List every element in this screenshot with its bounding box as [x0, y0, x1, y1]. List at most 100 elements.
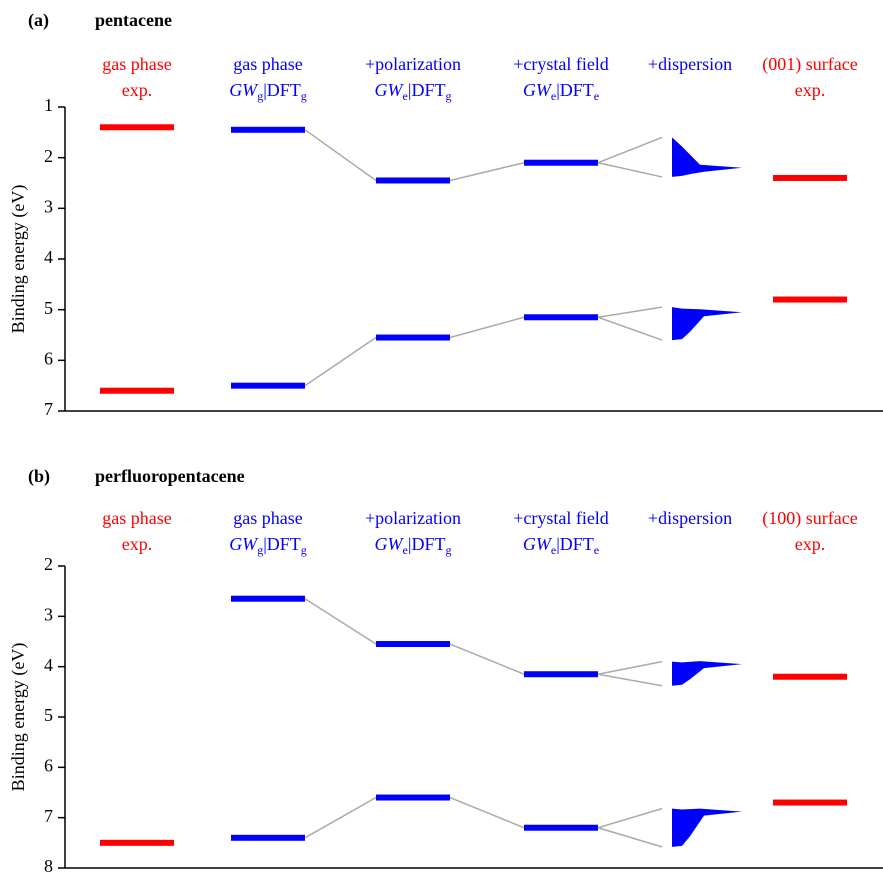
level-bar — [231, 595, 305, 602]
y-tick-label: 5 — [44, 298, 53, 318]
header-text: gas phase — [102, 54, 171, 74]
level-bar — [524, 671, 598, 678]
header-text: (100) surface — [762, 508, 857, 529]
column-header: gas phase — [102, 54, 171, 74]
header-text: e — [551, 89, 556, 103]
level-bar — [524, 824, 598, 831]
panel-title: perfluoropentacene — [95, 466, 245, 486]
header-text: |DFT — [408, 534, 446, 554]
level-bar — [231, 126, 305, 133]
header-text: e — [594, 89, 599, 103]
y-tick-label: 2 — [44, 146, 53, 166]
header-text: +dispersion — [648, 54, 732, 74]
dispersion-band — [672, 307, 742, 341]
level-bar — [231, 382, 305, 389]
connector — [449, 316, 525, 339]
header-text: gas phase — [233, 508, 302, 528]
y-tick-label: 4 — [44, 655, 53, 675]
level-bar — [376, 641, 450, 648]
column-header: GWg|DFTg — [229, 534, 307, 557]
connector — [304, 336, 377, 387]
header-text: (001) surface — [762, 54, 857, 75]
header-text: g — [257, 89, 263, 103]
level-bar — [524, 314, 598, 321]
column-header: +polarization — [365, 54, 461, 74]
header-text: GW — [375, 534, 405, 554]
column-header: +crystal field — [513, 54, 609, 74]
header-text: |DFT — [556, 534, 594, 554]
level-bar — [231, 834, 305, 841]
header-text: e — [403, 543, 408, 557]
level-bar — [773, 799, 847, 806]
header-text: GW — [375, 80, 405, 100]
header-text: g — [445, 89, 451, 103]
connector — [597, 136, 663, 164]
header-text: g — [445, 543, 451, 557]
column-header: gas phase — [233, 54, 302, 74]
header-text: |DFT — [263, 534, 301, 554]
header-text: exp. — [122, 534, 153, 554]
level-bar — [376, 334, 450, 341]
column-header: GWe|DFTg — [375, 80, 452, 103]
panel-title: pentacene — [95, 10, 172, 30]
y-tick-label: 3 — [44, 196, 53, 216]
column-header: +dispersion — [648, 54, 732, 74]
dispersion-band — [672, 808, 742, 847]
header-text: g — [301, 89, 307, 103]
header-text: +crystal field — [513, 508, 609, 528]
y-tick-label: 1 — [44, 95, 53, 115]
header-text: g — [257, 543, 263, 557]
header-text: e — [403, 89, 408, 103]
level-bar — [100, 124, 174, 131]
connector — [597, 162, 663, 178]
level-bar — [773, 296, 847, 303]
header-text: |DFT — [556, 80, 594, 100]
header-text: +polarization — [365, 54, 461, 74]
y-tick-label: 7 — [44, 806, 53, 826]
y-axis-label: Binding energy (eV) — [8, 643, 29, 792]
column-header: +dispersion — [648, 508, 732, 528]
y-tick-label: 5 — [44, 705, 53, 725]
connector — [449, 162, 525, 182]
header-text: g — [301, 543, 307, 557]
connector — [304, 129, 377, 182]
y-tick-label: 4 — [44, 247, 53, 267]
column-header: exp. — [795, 534, 826, 554]
header-text: |DFT — [408, 80, 446, 100]
connector — [449, 643, 525, 675]
column-header: GWg|DFTg — [229, 80, 307, 103]
header-text: e — [551, 543, 556, 557]
header-text: exp. — [122, 80, 153, 100]
column-header: GWe|DFTe — [523, 80, 599, 103]
column-header: gas phase — [233, 508, 302, 528]
header-text: GW — [523, 534, 553, 554]
header-text: +crystal field — [513, 54, 609, 74]
dispersion-band — [672, 137, 742, 177]
header-text: |DFT — [263, 80, 301, 100]
column-header: gas phase — [102, 508, 171, 528]
header-text: gas phase — [233, 54, 302, 74]
connector — [449, 796, 525, 829]
column-header: (001) surface — [762, 54, 857, 75]
connector — [597, 660, 663, 675]
column-header: GWe|DFTg — [375, 534, 452, 557]
panel-label: (b) — [28, 466, 50, 487]
header-text: exp. — [795, 80, 826, 100]
level-bar — [773, 174, 847, 181]
connector — [597, 306, 663, 319]
level-bar — [524, 159, 598, 166]
column-header: exp. — [795, 80, 826, 100]
header-text: GW — [229, 534, 259, 554]
column-header: exp. — [122, 80, 153, 100]
y-tick-label: 7 — [44, 399, 53, 419]
y-tick-label: 8 — [44, 856, 53, 876]
panel-label: (a) — [28, 10, 49, 31]
level-bar — [100, 839, 174, 846]
level-bar — [376, 177, 450, 184]
header-text: exp. — [795, 534, 826, 554]
column-header: +polarization — [365, 508, 461, 528]
level-bar — [773, 673, 847, 680]
header-text: +polarization — [365, 508, 461, 528]
dispersion-band — [672, 661, 742, 686]
column-header: exp. — [122, 534, 153, 554]
